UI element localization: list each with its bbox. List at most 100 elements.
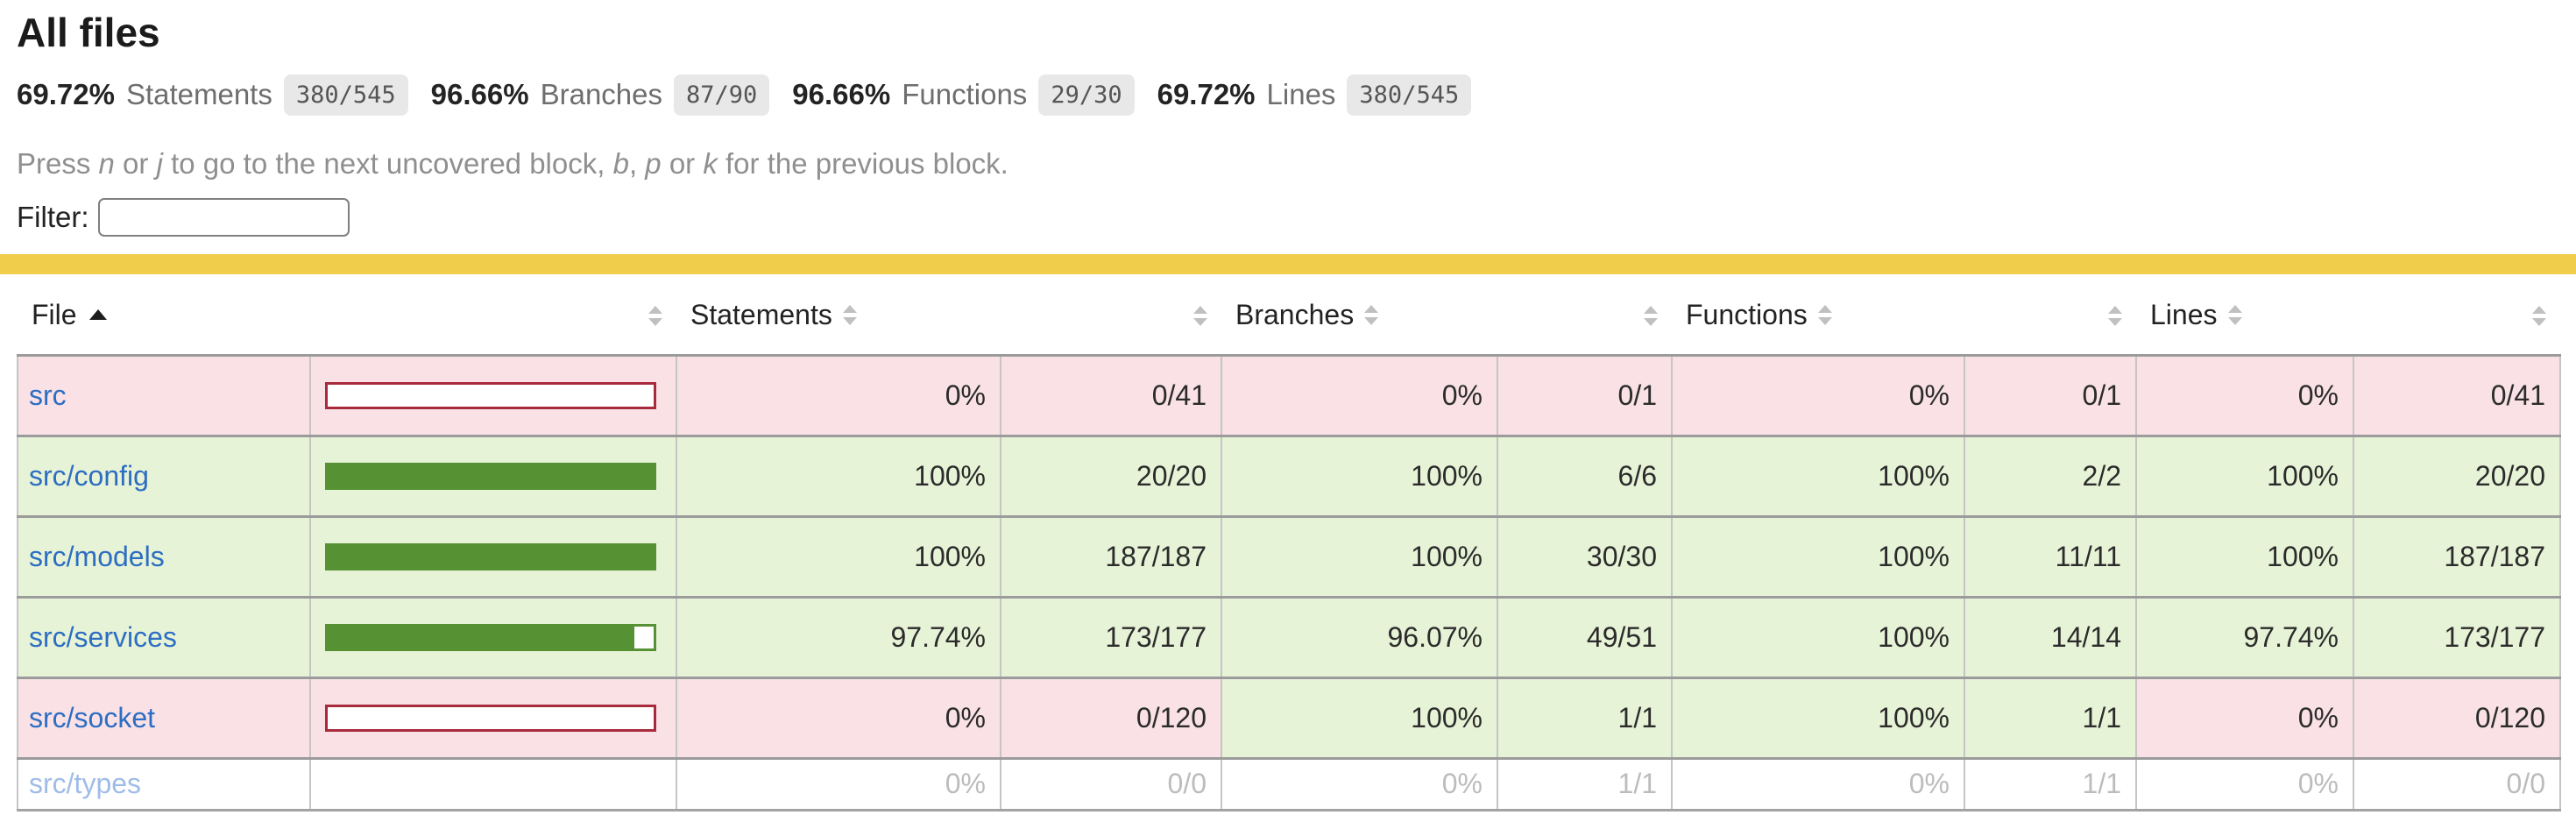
file-link[interactable]: src/models (29, 540, 165, 572)
functions-abs-cell: 0/1 (1964, 354, 2137, 437)
column-header-statements-abs[interactable] (1001, 274, 1221, 356)
file-cell: src/types (17, 757, 311, 811)
metric-percentage: 69.72% (1157, 78, 1256, 111)
coverage-bar-fill (328, 626, 634, 648)
filter-label: Filter: (17, 200, 89, 233)
sort-down-arrow (1817, 316, 1832, 325)
sorter-icon (2532, 305, 2546, 326)
coverage-bar-cell (309, 596, 677, 679)
statements-pct-cell: 97.74% (676, 596, 1001, 679)
coverage-bar (325, 462, 656, 490)
functions-pct-cell: 100% (1671, 677, 1965, 760)
functions-pct-cell: 100% (1671, 435, 1965, 518)
coverage-metrics: 69.72% Statements 380/545 96.66% Branche… (17, 74, 2576, 116)
hint-text: Press (17, 146, 99, 180)
lines-pct-cell: 97.74% (2135, 596, 2354, 679)
metric-percentage: 69.72% (17, 78, 115, 111)
file-link[interactable]: src/config (29, 459, 149, 492)
metric-label: Lines (1266, 78, 1336, 111)
functions-pct-cell: 100% (1671, 515, 1965, 599)
metric-fraction-badge: 29/30 (1038, 74, 1135, 116)
column-header-statements-pct[interactable]: Statements (676, 274, 1001, 356)
table-row: src/socket 0% 0/120 100% 1/1 100% 1/1 0% 0/120 (17, 677, 2561, 760)
functions-abs-cell: 1/1 (1964, 677, 2137, 760)
sort-down-arrow (842, 316, 857, 325)
functions-abs-cell: 1/1 (1964, 757, 2137, 811)
column-label: Statements (690, 298, 832, 330)
coverage-summary-table: File Statements Branches (17, 274, 2561, 811)
branches-pct-cell: 96.07% (1221, 596, 1498, 679)
metric-branches: 96.66% Branches 87/90 (431, 74, 770, 116)
statements-abs-cell: 187/187 (1000, 515, 1222, 599)
file-link[interactable]: src/types (29, 768, 142, 800)
coverage-bar-cell (309, 354, 677, 437)
branches-pct-cell: 0% (1221, 354, 1498, 437)
statements-abs-cell: 0/120 (1000, 677, 1222, 760)
coverage-bar-cell (309, 435, 677, 518)
hint-text: or (661, 146, 704, 180)
column-label: File (32, 298, 77, 330)
sorter-icon (1364, 304, 1379, 325)
file-cell: src/config (17, 435, 311, 518)
column-header-functions-abs[interactable] (1964, 274, 2136, 356)
filter-input[interactable] (97, 197, 350, 237)
lines-pct-cell: 100% (2135, 435, 2354, 518)
statements-abs-cell: 173/177 (1000, 596, 1222, 679)
metric-fraction-badge: 380/545 (1347, 74, 1472, 116)
lines-abs-cell: 0/120 (2353, 677, 2561, 760)
sort-down-arrow (648, 317, 662, 326)
table-header-row: File Statements Branches (18, 274, 2560, 356)
branches-abs-cell: 0/1 (1497, 354, 1673, 437)
file-link[interactable]: src/services (29, 620, 177, 653)
coverage-bar-cell (309, 757, 677, 811)
table-row: src/models 100% 187/187 100% 30/30 100% 11/11… (17, 515, 2561, 599)
table-row: src/types 0% 0/0 0% 1/1 0% 1/1 0% 0/0 (17, 757, 2561, 811)
column-header-pic[interactable] (310, 274, 676, 356)
column-label: Functions (1686, 298, 1808, 330)
sorter-icon (2108, 305, 2122, 326)
column-label: Lines (2150, 298, 2218, 330)
coverage-bar (325, 542, 656, 570)
statements-pct-cell: 100% (676, 515, 1001, 599)
functions-pct-cell: 0% (1671, 354, 1965, 437)
column-header-branches-pct[interactable]: Branches (1221, 274, 1497, 356)
metric-label: Statements (125, 78, 272, 111)
statements-abs-cell: 0/0 (1000, 757, 1222, 811)
filter-row: Filter: (17, 197, 2576, 237)
column-header-lines-pct[interactable]: Lines (2136, 274, 2353, 356)
functions-abs-cell: 14/14 (1964, 596, 2137, 679)
metric-label: Functions (902, 78, 1028, 111)
sort-down-arrow (1364, 316, 1379, 325)
coverage-table-container: File Statements Branches (17, 274, 2561, 811)
lines-abs-cell: 0/0 (2353, 757, 2561, 811)
sort-up-arrow (1364, 304, 1379, 313)
coverage-bar (325, 381, 656, 409)
shortcut-key: b (612, 146, 629, 180)
branches-abs-cell: 30/30 (1497, 515, 1673, 599)
keyboard-shortcuts-hint: Press n or j to go to the next uncovered… (17, 147, 2576, 181)
sorter-icon (1644, 305, 1658, 326)
metric-statements: 69.72% Statements 380/545 (17, 74, 408, 116)
sort-up-arrow (1644, 305, 1658, 314)
file-link[interactable]: src (29, 379, 67, 411)
column-header-file[interactable]: File (18, 274, 310, 356)
statements-pct-cell: 0% (676, 354, 1001, 437)
sort-down-arrow (2108, 317, 2122, 326)
statements-pct-cell: 0% (676, 677, 1001, 760)
sorter-icon (1817, 304, 1832, 325)
metric-lines: 69.72% Lines 380/545 (1157, 74, 1472, 116)
file-link[interactable]: src/socket (29, 701, 156, 734)
lines-abs-cell: 20/20 (2353, 435, 2561, 518)
report-header: All files 69.72% Statements 380/545 96.6… (0, 11, 2576, 237)
functions-pct-cell: 0% (1671, 757, 1965, 811)
column-header-branches-abs[interactable] (1497, 274, 1672, 356)
metric-percentage: 96.66% (430, 78, 529, 111)
sort-up-arrow (2227, 304, 2242, 313)
statements-pct-cell: 0% (676, 757, 1001, 811)
column-header-functions-pct[interactable]: Functions (1672, 274, 1964, 356)
column-label: Branches (1235, 298, 1355, 330)
statements-abs-cell: 20/20 (1000, 435, 1222, 518)
hint-text: to go to the next uncovered block, (162, 146, 613, 180)
column-header-lines-abs[interactable] (2353, 274, 2560, 356)
lines-pct-cell: 0% (2135, 677, 2354, 760)
